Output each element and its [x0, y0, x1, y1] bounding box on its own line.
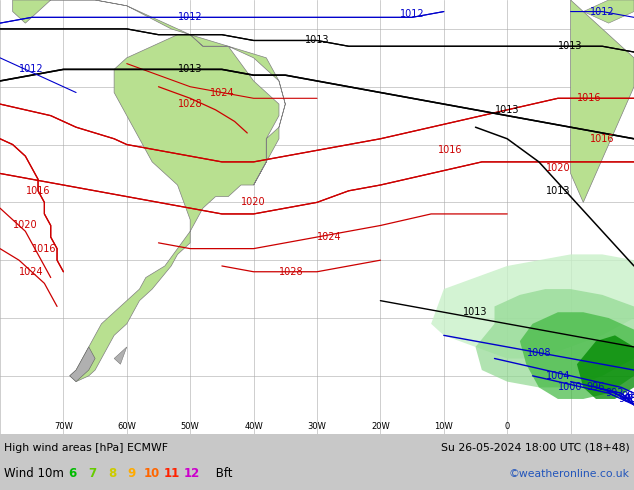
Text: 1012: 1012 — [20, 64, 44, 74]
Text: 1028: 1028 — [280, 267, 304, 277]
Text: 1013: 1013 — [463, 307, 488, 317]
Polygon shape — [520, 312, 634, 399]
Text: 1028: 1028 — [178, 99, 202, 109]
Polygon shape — [431, 254, 634, 359]
Text: 1020: 1020 — [546, 163, 570, 172]
Polygon shape — [13, 0, 285, 382]
Text: 1020: 1020 — [13, 220, 37, 230]
Text: 9: 9 — [128, 467, 136, 480]
Polygon shape — [70, 347, 95, 382]
Text: 30W: 30W — [307, 422, 327, 431]
Text: 10: 10 — [144, 467, 160, 480]
Text: Wind 10m: Wind 10m — [4, 467, 64, 480]
Text: 1013: 1013 — [495, 105, 519, 115]
Text: 1024: 1024 — [210, 88, 234, 98]
Polygon shape — [583, 0, 634, 23]
Text: 60W: 60W — [117, 422, 136, 431]
Text: ©weatheronline.co.uk: ©weatheronline.co.uk — [509, 469, 630, 479]
Text: Bft: Bft — [212, 467, 233, 480]
Text: 1013: 1013 — [178, 64, 202, 74]
Text: 1012: 1012 — [400, 9, 424, 20]
Text: 992: 992 — [605, 388, 624, 398]
Text: 1013: 1013 — [559, 41, 583, 51]
Text: 1012: 1012 — [590, 6, 614, 17]
Text: 1016: 1016 — [590, 134, 614, 144]
Text: 1020: 1020 — [242, 197, 266, 207]
Text: 1012: 1012 — [178, 12, 202, 23]
Text: 50W: 50W — [181, 422, 200, 431]
Text: 984: 984 — [622, 391, 634, 401]
Text: 1024: 1024 — [318, 232, 342, 242]
Text: 1013: 1013 — [546, 186, 570, 196]
Text: 988: 988 — [619, 394, 634, 404]
Text: 996: 996 — [587, 382, 605, 392]
Text: 1024: 1024 — [20, 267, 44, 277]
Text: 1000: 1000 — [559, 382, 583, 392]
Text: 70W: 70W — [54, 422, 73, 431]
Text: 1016: 1016 — [578, 93, 602, 103]
Text: 20W: 20W — [371, 422, 390, 431]
Text: 1016: 1016 — [26, 186, 50, 196]
Polygon shape — [476, 289, 634, 388]
Text: High wind areas [hPa] ECMWF: High wind areas [hPa] ECMWF — [4, 443, 168, 453]
Text: 40W: 40W — [244, 422, 263, 431]
Text: 1004: 1004 — [546, 371, 570, 381]
Text: 0: 0 — [505, 422, 510, 431]
Text: 1013: 1013 — [305, 35, 329, 46]
Text: 1016: 1016 — [438, 146, 462, 155]
Text: 1016: 1016 — [32, 244, 56, 254]
Text: 980: 980 — [625, 394, 634, 404]
Polygon shape — [571, 0, 634, 202]
Text: 10W: 10W — [434, 422, 453, 431]
Text: 11: 11 — [164, 467, 180, 480]
Text: Su 26-05-2024 18:00 UTC (18+48): Su 26-05-2024 18:00 UTC (18+48) — [441, 443, 630, 453]
Polygon shape — [577, 335, 634, 399]
Text: 1008: 1008 — [527, 348, 551, 358]
Text: 7: 7 — [88, 467, 96, 480]
Polygon shape — [114, 347, 127, 364]
Text: 12: 12 — [184, 467, 200, 480]
Text: 6: 6 — [68, 467, 76, 480]
Text: 8: 8 — [108, 467, 116, 480]
